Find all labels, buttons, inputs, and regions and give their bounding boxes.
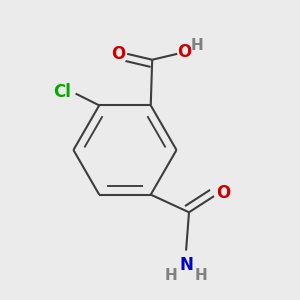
Text: N: N [179, 256, 193, 274]
Text: H: H [165, 268, 178, 283]
Text: O: O [178, 44, 192, 62]
Text: O: O [216, 184, 230, 202]
Text: Cl: Cl [53, 83, 71, 101]
Text: H: H [190, 38, 203, 52]
Text: H: H [194, 268, 207, 283]
Text: O: O [111, 45, 125, 63]
